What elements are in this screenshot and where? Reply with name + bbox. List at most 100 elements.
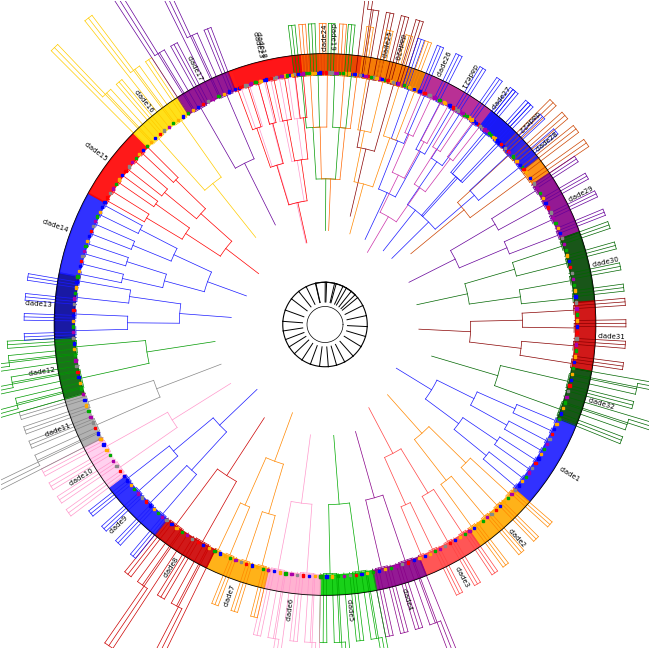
Polygon shape xyxy=(292,55,358,76)
Bar xyxy=(486,130,488,132)
Bar xyxy=(502,145,504,147)
Bar xyxy=(512,155,514,158)
Bar xyxy=(508,151,510,153)
Polygon shape xyxy=(55,273,79,339)
Text: clade18: clade18 xyxy=(254,31,266,59)
Bar xyxy=(313,575,316,578)
Bar xyxy=(572,367,575,369)
Text: clade4: clade4 xyxy=(400,588,413,612)
Bar xyxy=(165,519,168,521)
Bar xyxy=(543,448,545,450)
Bar xyxy=(395,565,398,567)
Bar xyxy=(575,301,577,304)
Bar xyxy=(299,73,301,75)
Bar xyxy=(504,147,506,149)
Bar xyxy=(367,75,369,77)
Bar xyxy=(320,576,322,578)
Bar xyxy=(510,493,513,495)
Bar xyxy=(484,129,486,130)
Bar xyxy=(531,467,534,469)
Bar xyxy=(558,418,560,420)
Text: clade17: clade17 xyxy=(186,55,203,82)
Bar xyxy=(572,367,575,369)
Bar xyxy=(94,427,96,429)
Polygon shape xyxy=(572,301,595,371)
Bar xyxy=(99,210,101,213)
Bar xyxy=(568,260,570,262)
Polygon shape xyxy=(502,133,549,184)
Bar xyxy=(502,501,505,503)
Bar xyxy=(576,319,578,322)
Bar xyxy=(191,537,194,540)
Bar xyxy=(355,574,357,576)
Bar xyxy=(286,74,288,77)
Text: clade26: clade26 xyxy=(436,49,452,77)
Bar xyxy=(424,555,426,557)
Polygon shape xyxy=(134,98,188,147)
Bar xyxy=(77,270,80,273)
Bar xyxy=(103,201,106,203)
Bar xyxy=(354,73,356,75)
Bar xyxy=(392,80,394,83)
Bar xyxy=(244,84,246,87)
Bar xyxy=(361,74,363,77)
Bar xyxy=(429,552,431,555)
Bar xyxy=(448,104,450,106)
Bar xyxy=(573,361,575,363)
Bar xyxy=(144,500,147,503)
Bar xyxy=(566,254,569,256)
Bar xyxy=(482,520,484,522)
Bar xyxy=(293,73,295,75)
Bar xyxy=(552,217,554,219)
Bar xyxy=(293,73,295,75)
Bar xyxy=(223,93,225,95)
Bar xyxy=(150,141,152,143)
Bar xyxy=(302,574,304,577)
Polygon shape xyxy=(55,337,84,399)
Bar xyxy=(423,92,426,94)
Bar xyxy=(547,206,549,209)
Bar xyxy=(229,557,231,559)
Bar xyxy=(176,527,177,529)
Bar xyxy=(72,314,74,317)
Text: clade20: clade20 xyxy=(393,33,406,61)
Bar xyxy=(466,116,468,117)
Bar xyxy=(112,188,114,190)
Bar xyxy=(140,496,143,498)
Bar xyxy=(397,82,399,84)
Bar xyxy=(490,513,493,515)
Bar xyxy=(218,552,221,555)
Bar xyxy=(370,76,372,78)
Polygon shape xyxy=(454,93,516,147)
Bar xyxy=(529,177,531,179)
Bar xyxy=(124,169,127,172)
Bar xyxy=(463,114,465,116)
Text: clade21: clade21 xyxy=(459,62,478,90)
Polygon shape xyxy=(233,56,294,89)
Bar xyxy=(254,81,256,84)
Bar xyxy=(275,76,278,79)
Bar xyxy=(506,497,509,499)
Bar xyxy=(454,107,456,110)
Text: clade32: clade32 xyxy=(587,397,615,410)
Bar xyxy=(574,355,576,358)
Bar xyxy=(457,109,459,112)
Bar xyxy=(109,454,111,456)
Bar xyxy=(72,308,75,311)
Bar xyxy=(569,266,571,268)
Bar xyxy=(559,232,561,234)
Bar xyxy=(256,566,258,569)
Bar xyxy=(573,289,576,292)
Bar xyxy=(240,561,242,563)
Bar xyxy=(72,337,75,339)
Polygon shape xyxy=(65,393,101,447)
Bar xyxy=(386,79,389,82)
Bar xyxy=(259,80,261,82)
Bar xyxy=(84,245,86,247)
Bar xyxy=(251,565,253,567)
Bar xyxy=(94,220,96,223)
Bar xyxy=(556,227,559,229)
Bar xyxy=(267,569,270,571)
Bar xyxy=(355,73,357,75)
Bar xyxy=(419,557,421,559)
